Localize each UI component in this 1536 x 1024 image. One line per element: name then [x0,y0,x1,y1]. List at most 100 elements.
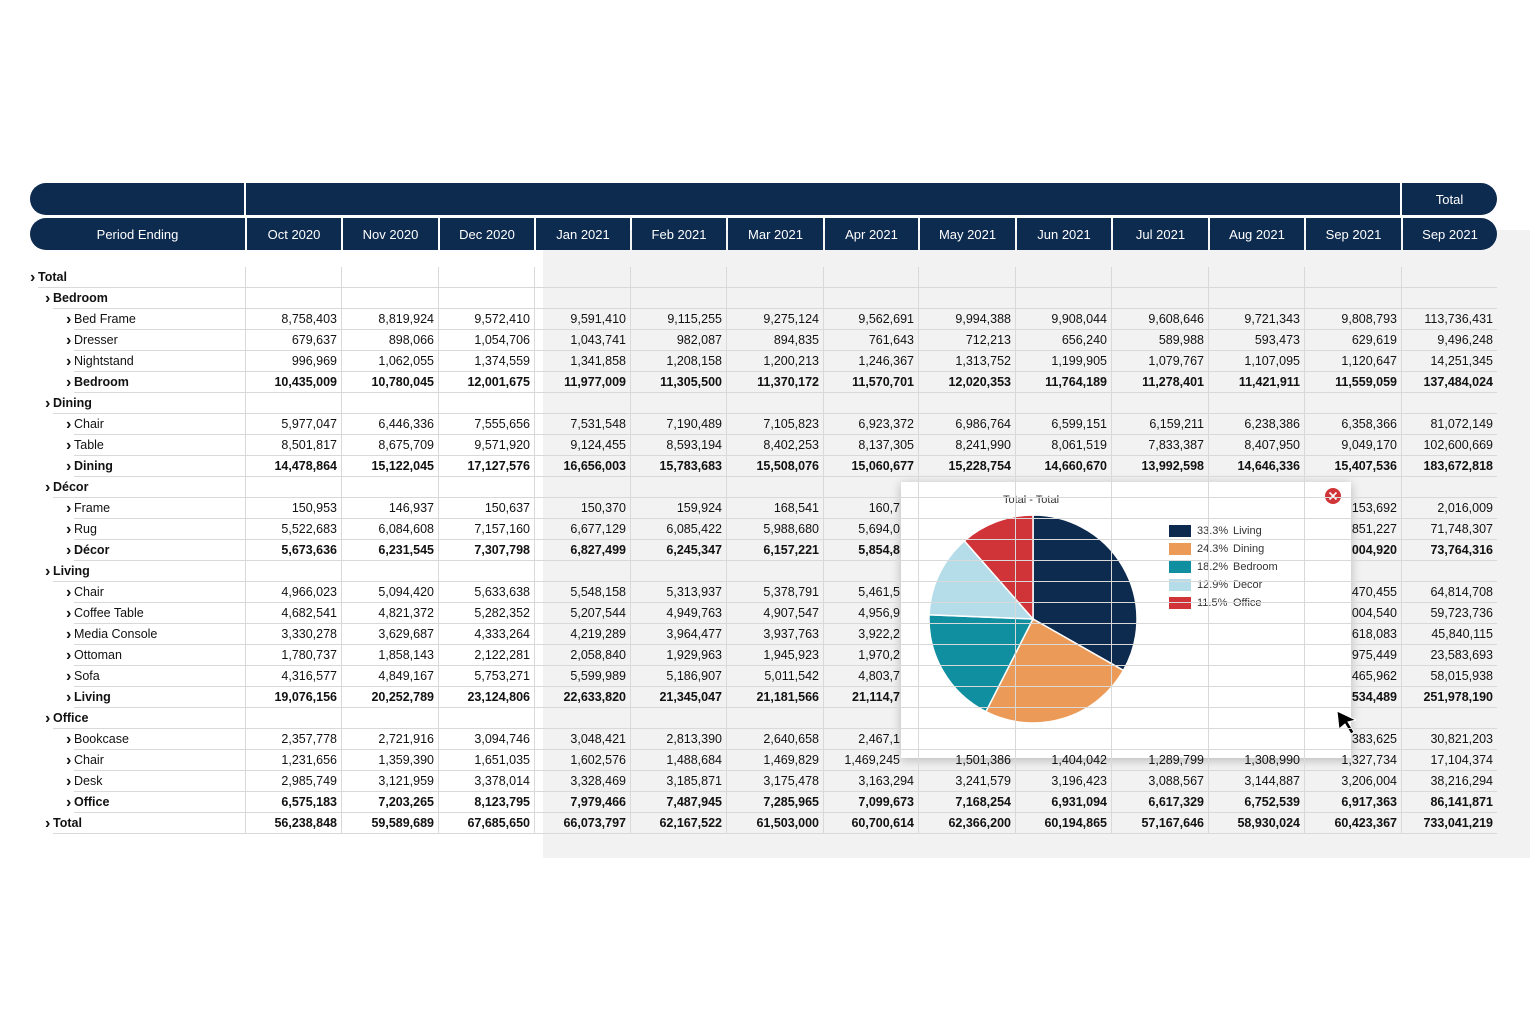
empty-cell [1401,477,1497,498]
empty-cell [918,603,1015,624]
cell-value: 58,015,938 [1401,666,1497,687]
cell-value: 1,651,035 [438,750,534,771]
cell-value: 4,966,023 [245,582,341,603]
row-label: Bed Frame [74,309,245,330]
cell-value: 14,646,336 [1208,456,1304,477]
cell-value: 8,675,709 [341,435,438,456]
row-label: Living [74,687,245,708]
legend-swatch [1169,597,1191,609]
cell-value: 898,066 [341,330,438,351]
empty-cell [245,561,341,582]
cell-value: 5,094,420 [341,582,438,603]
cell-value: 15,060,677 [823,456,918,477]
cell-value: 11,278,401 [1111,372,1208,393]
empty-cell [245,267,341,288]
empty-cell [918,582,1015,603]
cell-value: 9,496,248 [1401,330,1497,351]
empty-cell [1304,561,1401,582]
cell-value: 3,328,469 [534,771,630,792]
empty-cell [534,267,630,288]
cell-value: 153,692 [1304,498,1401,519]
cell-value: 465,962 [1304,666,1401,687]
cell-value: 1,246,367 [823,351,918,372]
chevron: › [66,689,72,706]
cell-value: 2,813,390 [630,729,726,750]
cell-value: 3,163,294 [823,771,918,792]
cell-value: 1,929,963 [630,645,726,666]
chevron: › [45,563,51,580]
cell-value: 15,122,045 [341,456,438,477]
cell-value: 5,673,636 [245,540,341,561]
empty-cell [918,288,1015,309]
cell-value: 9,572,410 [438,309,534,330]
column-header: Apr 2021 [825,218,918,250]
cell-value: 6,231,545 [341,540,438,561]
legend-swatch [1169,579,1191,591]
cell-value: 7,190,489 [630,414,726,435]
empty-cell [726,267,823,288]
cell-value: 4,333,264 [438,624,534,645]
cell-value: 2,122,281 [438,645,534,666]
chevron: › [66,773,72,790]
empty-cell [1015,624,1111,645]
cell-value: 8,758,403 [245,309,341,330]
cell-value: 6,931,094 [1015,792,1111,813]
cell-value: 8,137,305 [823,435,918,456]
chevron: › [66,752,72,769]
chevron: › [66,521,72,538]
empty-cell [918,624,1015,645]
empty-cell [1401,393,1497,414]
cell-value: 45,840,115 [1401,624,1497,645]
empty-cell [1111,267,1208,288]
cell-value: 3,937,763 [726,624,823,645]
cell-value: 3,196,423 [1015,771,1111,792]
cell-value: 10,435,009 [245,372,341,393]
cell-value: 6,575,183 [245,792,341,813]
cell-value: 6,238,386 [1208,414,1304,435]
chart-title: Total - Total [1003,494,1059,506]
empty-cell [1111,582,1208,603]
chevron: › [66,311,72,328]
cell-value: 11,570,701 [823,372,918,393]
close-button[interactable] [1325,488,1341,504]
cell-value: 150,953 [245,498,341,519]
empty-cell [630,393,726,414]
empty-cell [918,477,1015,498]
empty-cell [1401,561,1497,582]
cell-value: 1,327,734 [1304,750,1401,771]
empty-cell [341,393,438,414]
cell-value: 1,231,656 [245,750,341,771]
cell-value: 3,088,567 [1111,771,1208,792]
row-label: Table [74,435,245,456]
empty-cell [1111,498,1208,519]
empty-cell [1015,582,1111,603]
cell-value: 7,555,656 [438,414,534,435]
empty-cell [438,477,534,498]
empty-cell [1015,267,1111,288]
cell-value: 1,945,923 [726,645,823,666]
cell-value: 183,672,818 [1401,456,1497,477]
empty-cell [1015,708,1111,729]
cell-value: 159,924 [630,498,726,519]
cell-value: 6,245,347 [630,540,726,561]
cell-value: 21,345,047 [630,687,726,708]
cell-value: 11,305,500 [630,372,726,393]
cell-value: 2,985,749 [245,771,341,792]
empty-cell [438,288,534,309]
row-label: Dining [53,393,245,414]
empty-cell [1111,645,1208,666]
cell-value: 996,969 [245,351,341,372]
chevron: › [66,647,72,664]
cell-value: 6,752,539 [1208,792,1304,813]
cell-value: 6,157,221 [726,540,823,561]
cell-value: 894,835 [726,330,823,351]
chevron: › [45,290,51,307]
chart-popup: Total - Total 33.3% Living 24.3% Dining 18.2… [901,482,1351,758]
cell-value: 4,907,547 [726,603,823,624]
cell-value: 7,307,798 [438,540,534,561]
empty-cell [823,708,918,729]
empty-cell [534,393,630,414]
cell-value: 7,203,265 [341,792,438,813]
cell-value: 1,107,095 [1208,351,1304,372]
cell-value: 6,923,372 [823,414,918,435]
